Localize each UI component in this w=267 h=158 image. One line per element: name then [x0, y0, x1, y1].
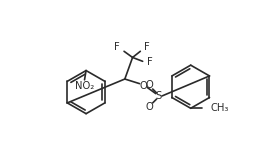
Text: O: O	[146, 80, 154, 90]
Text: S: S	[156, 91, 162, 101]
Text: O: O	[146, 102, 154, 112]
Text: NO₂: NO₂	[75, 81, 94, 91]
Text: O: O	[140, 81, 147, 91]
Text: CH₃: CH₃	[210, 103, 229, 113]
Text: F: F	[147, 57, 152, 67]
Text: F: F	[144, 42, 150, 52]
Text: F: F	[114, 42, 120, 52]
